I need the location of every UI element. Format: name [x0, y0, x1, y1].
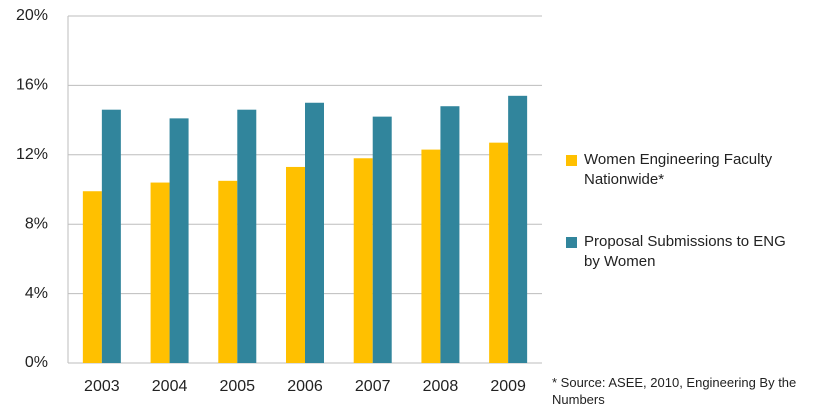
bar [101, 109, 121, 363]
bar [218, 180, 238, 363]
legend-item: Women Engineering Faculty Nationwide* [566, 150, 804, 190]
y-tick-label: 20% [16, 7, 48, 24]
annotation: * Source: ASEE, 2010, Engineering By the… [552, 375, 797, 407]
bar [150, 182, 170, 363]
bar [237, 109, 257, 363]
bar [489, 142, 509, 363]
bar [353, 158, 373, 363]
bar [286, 166, 305, 363]
legend-label: Proposal Submissions to ENG by Women [584, 233, 786, 270]
x-tick-label: 2003 [84, 378, 120, 395]
bar [305, 102, 324, 363]
y-tick-label: 12% [16, 146, 48, 163]
bar [440, 106, 460, 363]
bar [169, 118, 189, 364]
y-tick-label: 8% [25, 215, 48, 232]
bar [372, 116, 392, 363]
x-tick-label: 2008 [423, 378, 459, 395]
legend-item: Proposal Submissions to ENG by Women [566, 232, 804, 272]
bar [508, 95, 528, 363]
x-tick-label: 2004 [152, 378, 188, 395]
bar [82, 191, 102, 363]
bar [421, 149, 441, 363]
x-tick-label: 2007 [355, 378, 391, 395]
legend-swatch [566, 237, 577, 248]
y-tick-label: 0% [25, 354, 48, 371]
y-tick-label: 4% [25, 285, 48, 302]
y-tick-label: 16% [16, 77, 48, 94]
x-tick-label: 2005 [219, 378, 255, 395]
x-tick-label: 2006 [287, 378, 323, 395]
legend-label: Women Engineering Faculty Nationwide* [584, 151, 773, 188]
x-tick-label: 2009 [490, 378, 526, 395]
legend-swatch [566, 155, 577, 166]
